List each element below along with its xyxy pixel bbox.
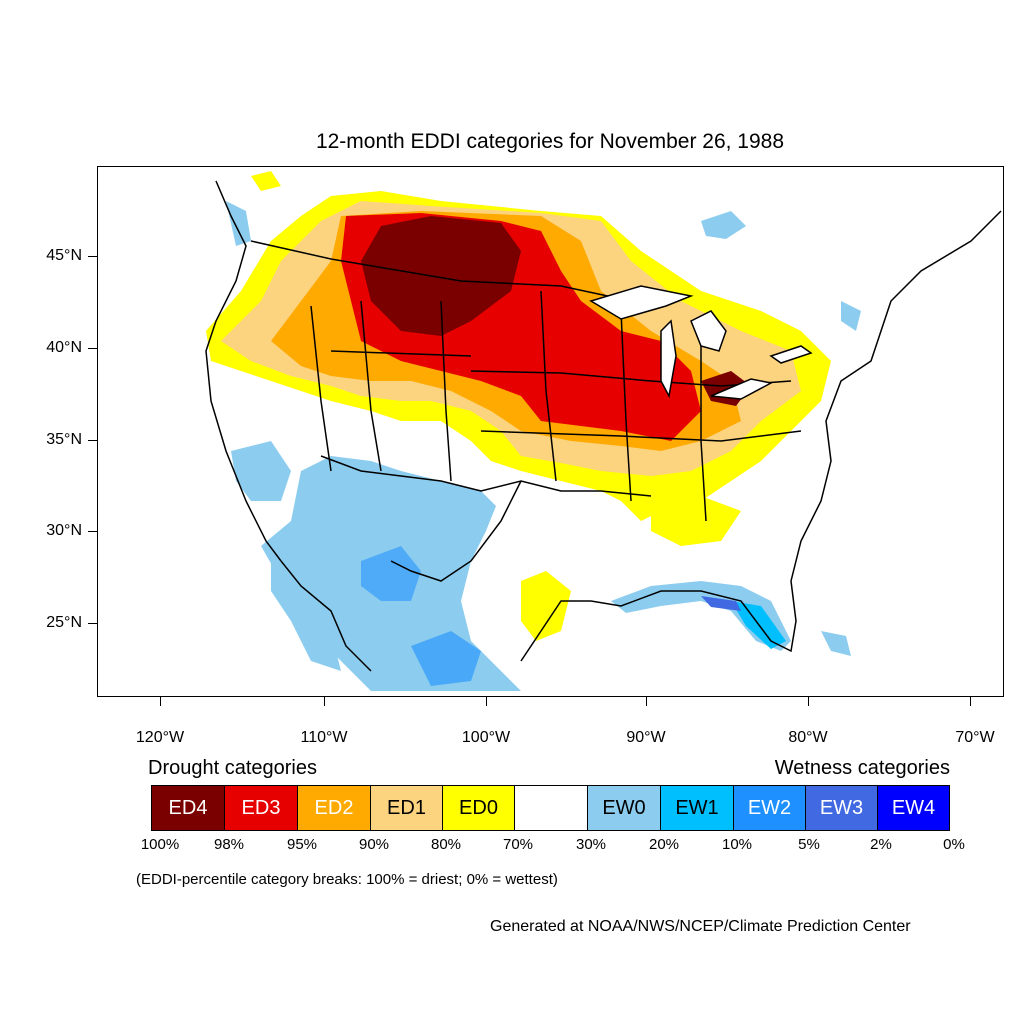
lat-tick [88, 348, 97, 349]
lon-label-110: 110°W [300, 729, 348, 746]
drought-categories-title: Drought categories [148, 757, 317, 779]
lon-label-80: 80°W [788, 729, 828, 746]
legend-swatch-ed0: ED0 [442, 785, 515, 831]
wetness-areas [226, 201, 861, 691]
great-lakes [589, 285, 813, 400]
lon-label-120: 120°W [135, 729, 185, 746]
legend-swatch-ew0: EW0 [587, 785, 661, 831]
lat-tick [88, 623, 97, 624]
lat-label-35: 35°N [46, 431, 82, 448]
break-label: 98% [213, 836, 245, 853]
lat-label-25: 25°N [46, 614, 82, 631]
map-panel [97, 166, 1004, 697]
break-label: 70% [502, 836, 534, 853]
legend-swatch-ew4: EW4 [877, 785, 950, 831]
break-label: 10% [721, 836, 753, 853]
lon-label-100: 100°W [461, 729, 511, 746]
break-label: 80% [430, 836, 462, 853]
lon-tick [324, 697, 325, 706]
boundaries [205, 180, 1002, 672]
eddi-map [205, 171, 1002, 691]
legend-swatch-ed3: ED3 [224, 785, 298, 831]
break-label: 5% [798, 836, 820, 853]
break-label: 30% [575, 836, 607, 853]
break-label: 95% [286, 836, 318, 853]
lon-label-70: 70°W [955, 729, 995, 746]
legend-swatch-neutral [514, 785, 588, 831]
break-label: 20% [648, 836, 680, 853]
credit-line: Generated at NOAA/NWS/NCEP/Climate Predi… [490, 918, 911, 935]
legend-swatch-ed1: ED1 [370, 785, 443, 831]
legend-swatch-ew3: EW3 [805, 785, 878, 831]
legend-swatch-ew1: EW1 [660, 785, 734, 831]
lat-tick [88, 531, 97, 532]
break-label: 100% [140, 836, 180, 853]
legend-swatch-ew2: EW2 [733, 785, 806, 831]
lat-label-30: 30°N [46, 522, 82, 539]
lon-tick [646, 697, 647, 706]
lat-label-40: 40°N [46, 339, 82, 356]
lon-tick [970, 697, 971, 706]
break-label: 0% [943, 836, 965, 853]
legend-swatch-ed2: ED2 [297, 785, 371, 831]
lon-tick [486, 697, 487, 706]
lon-tick [160, 697, 161, 706]
lat-tick [88, 440, 97, 441]
wetness-categories-title: Wetness categories [774, 757, 950, 779]
lon-label-90: 90°W [626, 729, 666, 746]
map-title: 12-month EDDI categories for November 26… [315, 130, 785, 153]
lat-tick [88, 256, 97, 257]
break-label: 2% [870, 836, 892, 853]
lon-tick [808, 697, 809, 706]
legend-swatch-ed4: ED4 [151, 785, 225, 831]
lat-label-45: 45°N [46, 247, 82, 264]
break-label: 90% [358, 836, 390, 853]
category-break-note: (EDDI-percentile category breaks: 100% =… [136, 871, 558, 888]
